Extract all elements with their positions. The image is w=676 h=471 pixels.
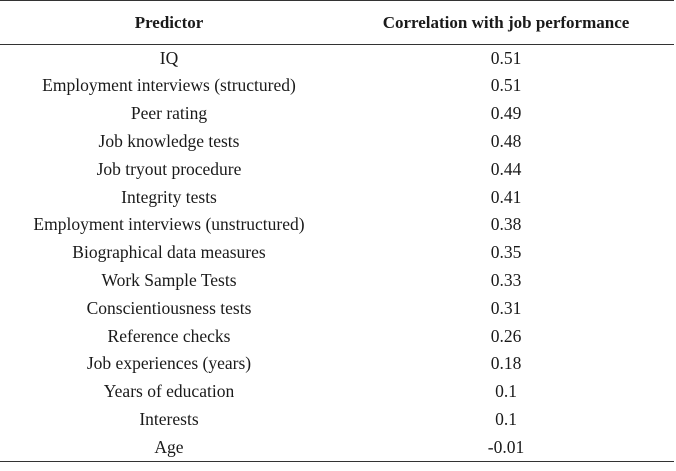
- correlation-cell: 0.49: [490, 103, 522, 124]
- header-correlation: Correlation with job performance: [338, 0, 674, 45]
- predictor-cell: Age: [0, 433, 338, 462]
- table-row: Years of education 0.1: [0, 378, 674, 406]
- predictor-cell: Employment interviews (structured): [42, 75, 296, 96]
- table-row: Biographical data measures 0.35: [0, 239, 674, 267]
- correlation-cell: 0.51: [490, 75, 522, 96]
- correlation-cell: 0.35: [490, 242, 522, 263]
- predictor-cell: Peer rating: [130, 103, 208, 124]
- table-row: Conscientiousness tests 0.31: [0, 295, 674, 323]
- table-row: Interests 0.1: [0, 406, 674, 434]
- correlation-cell: -0.01: [338, 433, 674, 462]
- table-row: Reference checks 0.26: [0, 322, 674, 350]
- table-row: Job tryout procedure 0.44: [0, 156, 674, 184]
- correlation-cell: 0.1: [495, 381, 517, 402]
- predictor-cell: Interests: [139, 409, 199, 429]
- correlation-cell: 0.44: [490, 158, 522, 179]
- correlation-cell: 0.33: [490, 270, 522, 291]
- table-header: Predictor Correlation with job performan…: [0, 0, 674, 45]
- predictor-cell: Job experiences (years): [86, 353, 252, 374]
- table-row: Job knowledge tests 0.48: [0, 128, 674, 156]
- table-row: IQ 0.51: [0, 45, 674, 73]
- correlation-cell: 0.41: [490, 186, 522, 207]
- predictor-cell: Work Sample Tests: [101, 270, 237, 291]
- correlation-cell: 0.38: [490, 214, 522, 235]
- header-row: Predictor Correlation with job performan…: [0, 0, 674, 45]
- predictor-cell: IQ: [159, 47, 179, 68]
- predictor-correlation-table: Predictor Correlation with job performan…: [0, 0, 674, 462]
- correlation-cell: 0.51: [490, 47, 522, 68]
- correlation-cell: 0.18: [490, 353, 522, 374]
- predictor-cell: Job knowledge tests: [98, 131, 240, 152]
- correlation-cell: 0.31: [490, 297, 522, 318]
- correlation-cell: 0.48: [490, 131, 522, 152]
- predictor-cell: Conscientiousness tests: [86, 297, 252, 318]
- predictor-cell: Integrity tests: [121, 186, 217, 207]
- table-row: Employment interviews (structured) 0.51: [0, 72, 674, 100]
- table-row: Employment interviews (unstructured) 0.3…: [0, 211, 674, 239]
- correlation-cell: 0.1: [495, 409, 517, 429]
- predictor-cell: Biographical data measures: [72, 242, 266, 263]
- predictor-cell: Years of education: [103, 381, 235, 402]
- predictor-cell: Employment interviews (unstructured): [33, 214, 305, 235]
- table-row: Age -0.01: [0, 433, 674, 462]
- header-predictor: Predictor: [0, 0, 338, 45]
- predictor-cell: Reference checks: [107, 325, 231, 346]
- predictor-cell: Job tryout procedure: [96, 158, 242, 179]
- table-body: IQ 0.51 Employment interviews (structure…: [0, 45, 674, 462]
- table-row: Work Sample Tests 0.33: [0, 267, 674, 295]
- table-row: Job experiences (years) 0.18: [0, 350, 674, 378]
- table-row: Peer rating 0.49: [0, 100, 674, 128]
- correlation-cell: 0.26: [490, 325, 522, 346]
- table-row: Integrity tests 0.41: [0, 183, 674, 211]
